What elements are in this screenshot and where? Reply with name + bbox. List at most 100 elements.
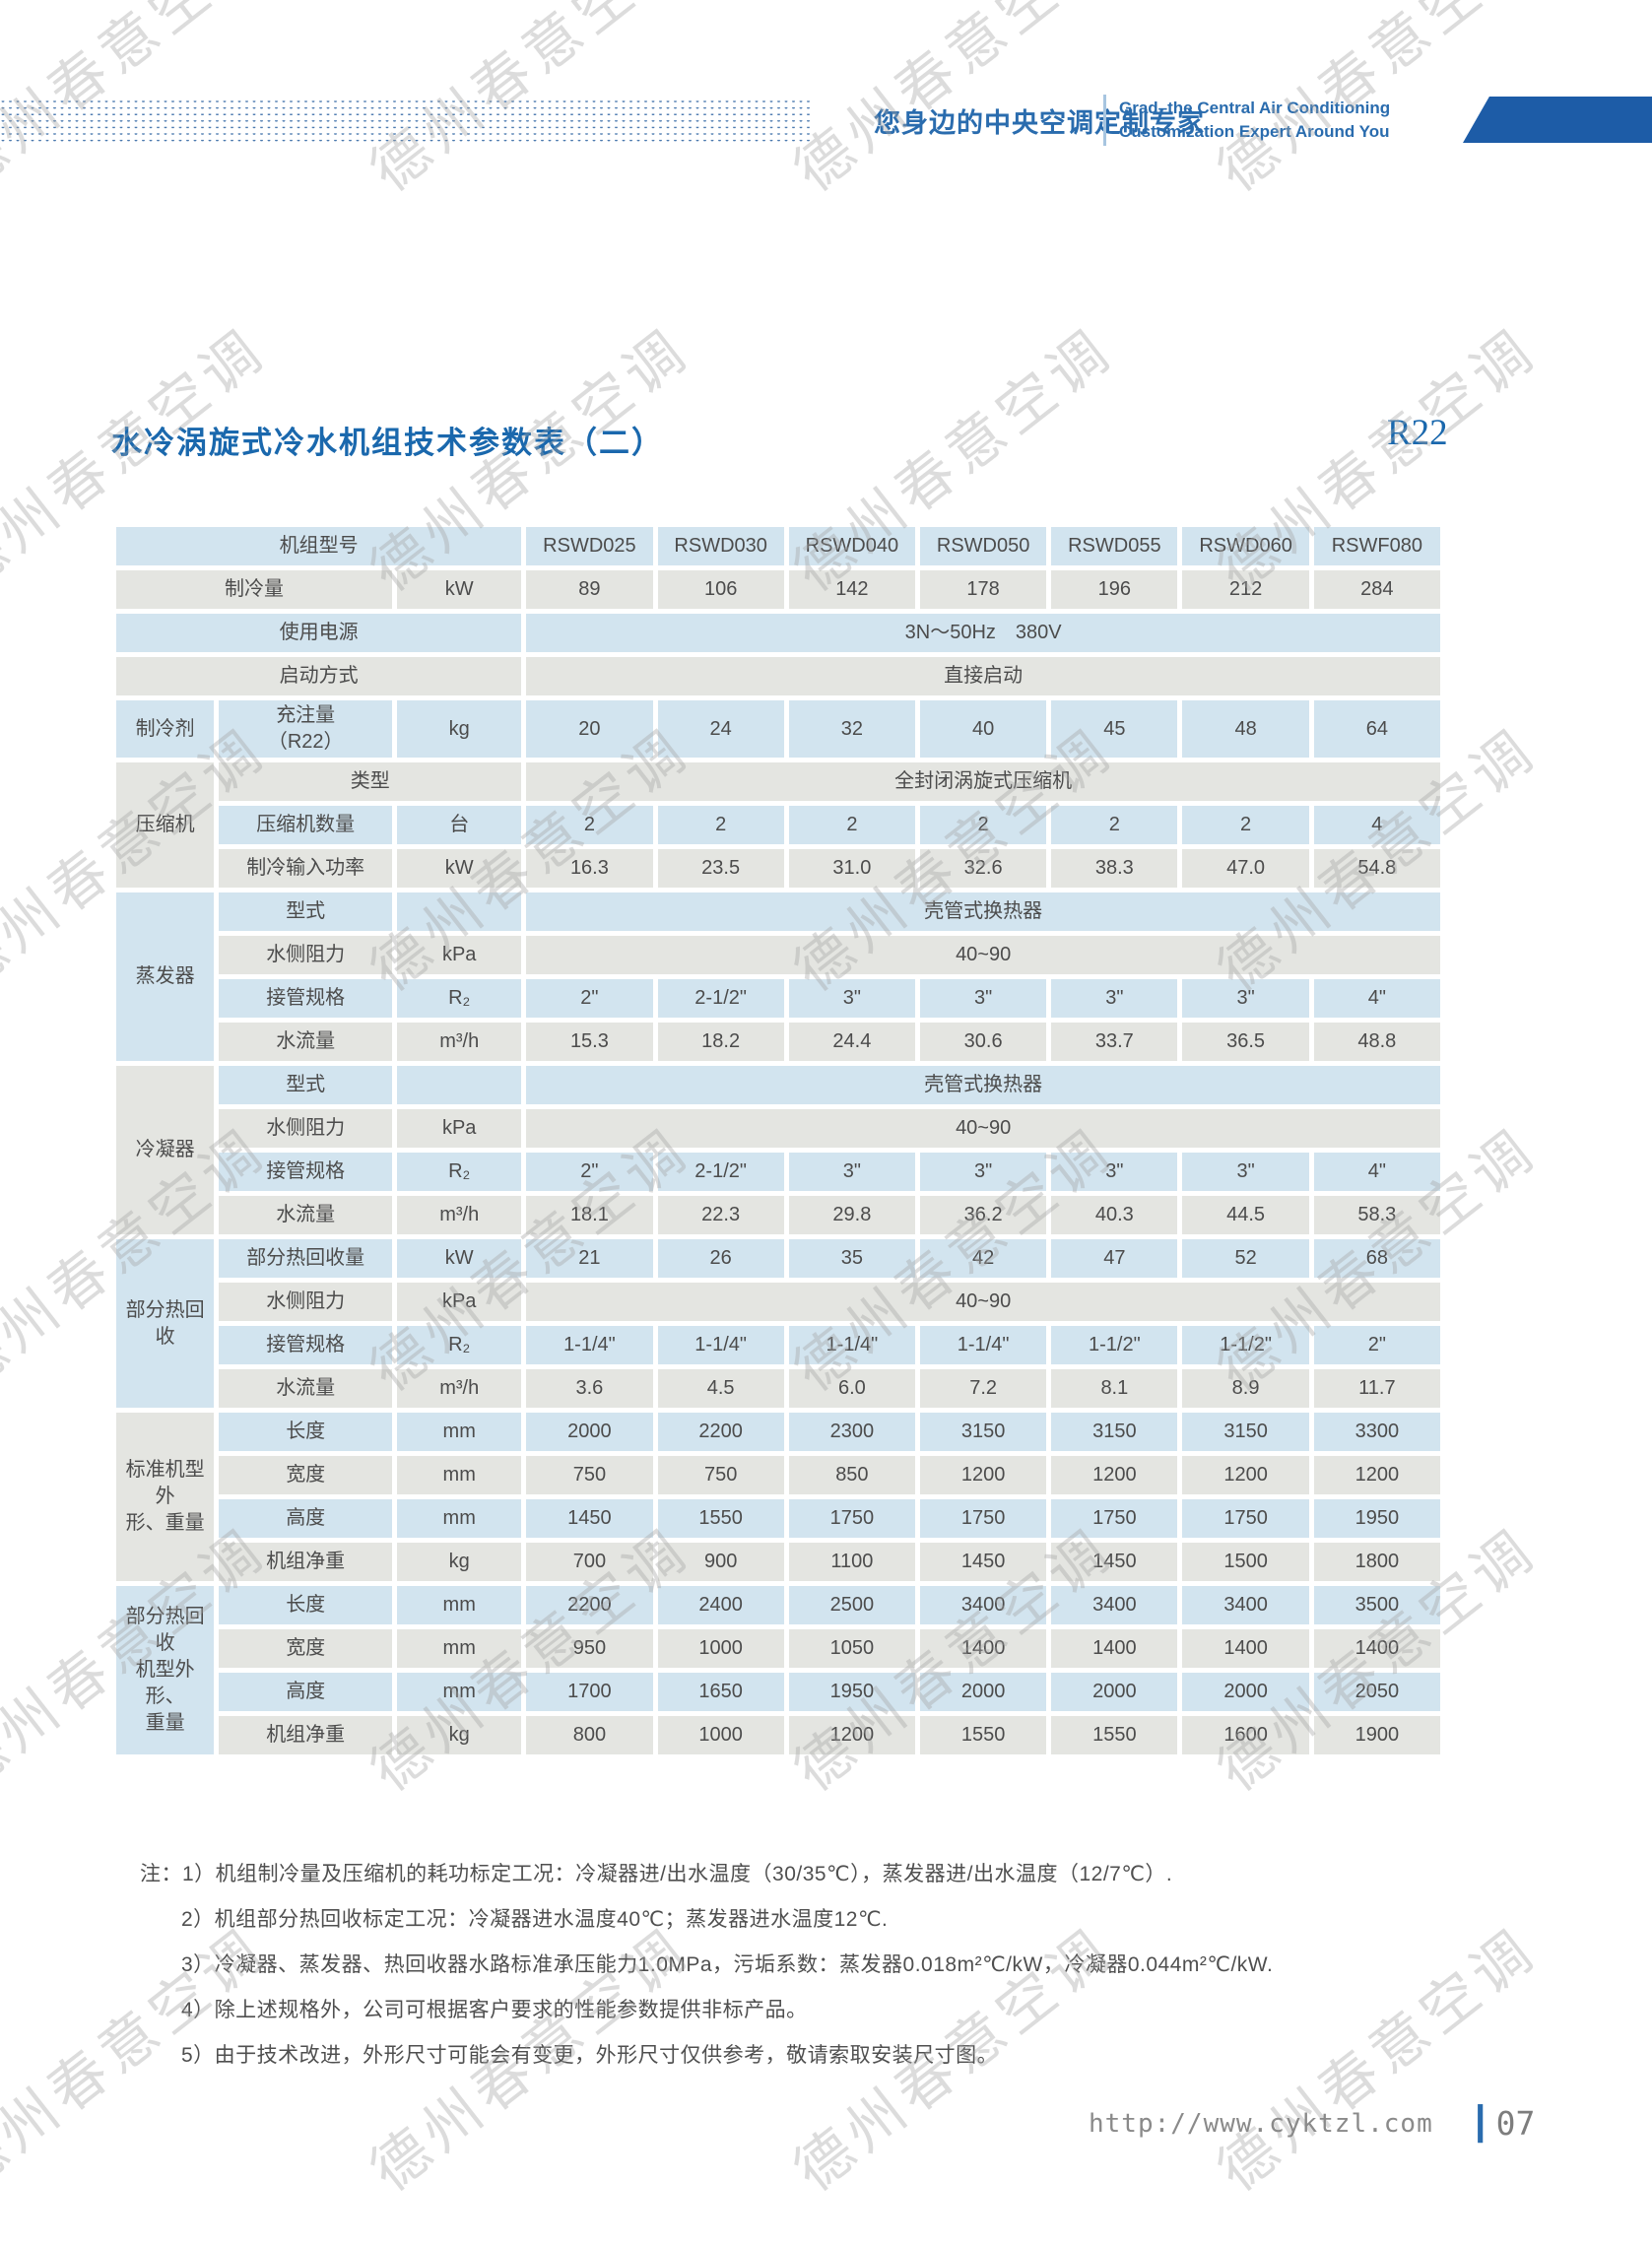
value-cell: 1400	[920, 1629, 1047, 1668]
table-row: 水流量 m³/h 15.3 18.2 24.4 30.6 33.7 36.5 48.8	[116, 1023, 1440, 1061]
model-header-cell: RSWF080	[1313, 527, 1440, 565]
model-header-cell: RSWD060	[1182, 527, 1309, 565]
row-label-cell: 高度	[219, 1673, 393, 1711]
value-cell: 2	[1051, 806, 1178, 844]
value-cell: 950	[526, 1629, 653, 1668]
value-cell: 1000	[657, 1629, 784, 1668]
table-row: 蒸发器 型式 壳管式换热器	[116, 892, 1440, 1061]
value-cell: 1-1/4"	[788, 1326, 915, 1364]
model-header-cell: RSWD025	[526, 527, 653, 565]
table-row: 高度 mm 1450 1550 1750 1750 1750 1750 1950	[116, 1499, 1440, 1538]
row-label-cell: 水侧阻力	[219, 1109, 393, 1148]
value-cell: 18.2	[657, 1023, 784, 1061]
value-cell: 47	[1051, 1239, 1178, 1278]
value-cell: 1950	[788, 1673, 915, 1711]
value-cell: 18.1	[526, 1196, 653, 1234]
row-label-cell: 水侧阻力	[219, 1283, 393, 1321]
value-cell: 3400	[920, 1586, 1047, 1624]
value-cell: 3"	[1051, 979, 1178, 1018]
value-cell: 850	[788, 1456, 915, 1494]
value-cell: 1400	[1182, 1629, 1309, 1668]
value-cell: 2000	[1182, 1673, 1309, 1711]
model-header-cell: RSWD040	[788, 527, 915, 565]
value-cell: 4.5	[657, 1369, 784, 1408]
value-cell: 26	[657, 1239, 784, 1278]
value-cell: 1200	[1313, 1456, 1440, 1494]
span-value-cell: 全封闭涡旋式压缩机	[526, 762, 1440, 801]
value-cell: 2000	[1051, 1673, 1178, 1711]
value-cell: 1000	[657, 1716, 784, 1754]
value-cell: 1200	[920, 1456, 1047, 1494]
value-cell: 3"	[1051, 1153, 1178, 1191]
unit-cell: kW	[397, 849, 522, 888]
table-row: 冷凝器 型式 壳管式换热器	[116, 1066, 1440, 1234]
value-cell: 106	[657, 570, 784, 609]
model-header-cell: RSWD030	[657, 527, 784, 565]
value-cell: 21	[526, 1239, 653, 1278]
span-value-cell: 40~90	[526, 1283, 1440, 1321]
value-cell: 32.6	[920, 849, 1047, 888]
value-cell: 2200	[526, 1586, 653, 1624]
span-value-cell: 壳管式换热器	[526, 892, 1440, 931]
value-cell: 8.9	[1182, 1369, 1309, 1408]
value-cell: 2400	[657, 1586, 784, 1624]
value-cell: 40	[920, 700, 1047, 758]
value-cell: 32	[788, 700, 915, 758]
table-row: 水侧阻力 kPa 40~90	[116, 1109, 1440, 1148]
unit-cell: mm	[397, 1499, 522, 1538]
value-cell: 800	[526, 1716, 653, 1754]
note-line: 5）由于技术改进，外形尺寸可能会有变更，外形尺寸仅供参考，敬请索取安装尺寸图。	[181, 2044, 999, 2067]
table-row: 水侧阻力 kPa 40~90	[116, 936, 1440, 974]
value-cell: 6.0	[788, 1369, 915, 1408]
unit-cell: kPa	[397, 1109, 522, 1148]
value-cell: 2-1/2"	[657, 1153, 784, 1191]
value-cell: 8.1	[1051, 1369, 1178, 1408]
span-value-cell: 直接启动	[526, 657, 1440, 695]
value-cell: 1-1/4"	[526, 1326, 653, 1364]
value-cell: 1600	[1182, 1716, 1309, 1754]
span-value-cell: 40~90	[526, 936, 1440, 974]
table-row: 制冷剂 充注量 （R22） kg 20 24 32 40 45 48 64	[116, 700, 1440, 758]
value-cell: 22.3	[657, 1196, 784, 1234]
value-cell: 30.6	[920, 1023, 1047, 1061]
table-row: 宽度 mm 950 1000 1050 1400 1400 1400 1400	[116, 1629, 1440, 1668]
unit-cell	[397, 1066, 522, 1104]
table-row: 启动方式 直接启动	[116, 657, 1440, 695]
row-label-cell: 接管规格	[219, 1153, 393, 1191]
value-cell: 1-1/2"	[1051, 1326, 1178, 1364]
value-cell: 23.5	[657, 849, 784, 888]
value-cell: 68	[1313, 1239, 1440, 1278]
value-cell: 2"	[1313, 1326, 1440, 1364]
value-cell: 750	[526, 1456, 653, 1494]
unit-cell: kg	[397, 1543, 522, 1581]
group-label-cell: 蒸发器	[116, 892, 215, 1061]
value-cell: 2	[526, 806, 653, 844]
header-ribbon	[1463, 97, 1652, 143]
unit-cell: R₂	[397, 1326, 522, 1364]
group-label-cell: 制冷剂	[116, 700, 215, 758]
value-cell: 1450	[526, 1499, 653, 1538]
value-cell: 196	[1051, 570, 1178, 609]
value-cell: 3"	[1182, 979, 1309, 1018]
value-cell: 35	[788, 1239, 915, 1278]
value-cell: 142	[788, 570, 915, 609]
table-row: 水流量 m³/h 18.1 22.3 29.8 36.2 40.3 44.5 58.3	[116, 1196, 1440, 1234]
value-cell: 1750	[1182, 1499, 1309, 1538]
spec-table: 机组型号 RSWD025 RSWD030 RSWD040 RSWD050 RSWD055 R…	[111, 522, 1445, 1759]
value-cell: 44.5	[1182, 1196, 1309, 1234]
footer: http://www.cyktzl.com ┃ 07	[1089, 2104, 1535, 2143]
value-cell: 1700	[526, 1673, 653, 1711]
table-row: 宽度 mm 750 750 850 1200 1200 1200 1200	[116, 1456, 1440, 1494]
row-label-cell: 水流量	[219, 1196, 393, 1234]
row-label-cell: 充注量 （R22）	[219, 700, 393, 758]
row-label-cell: 宽度	[219, 1456, 393, 1494]
value-cell: 42	[920, 1239, 1047, 1278]
footer-url: http://www.cyktzl.com	[1089, 2108, 1433, 2139]
value-cell: 1750	[920, 1499, 1047, 1538]
value-cell: 40.3	[1051, 1196, 1178, 1234]
footer-separator: ┃	[1470, 2105, 1490, 2142]
value-cell: 3"	[788, 979, 915, 1018]
unit-cell: kPa	[397, 936, 522, 974]
value-cell: 48.8	[1313, 1023, 1440, 1061]
value-cell: 1550	[657, 1499, 784, 1538]
